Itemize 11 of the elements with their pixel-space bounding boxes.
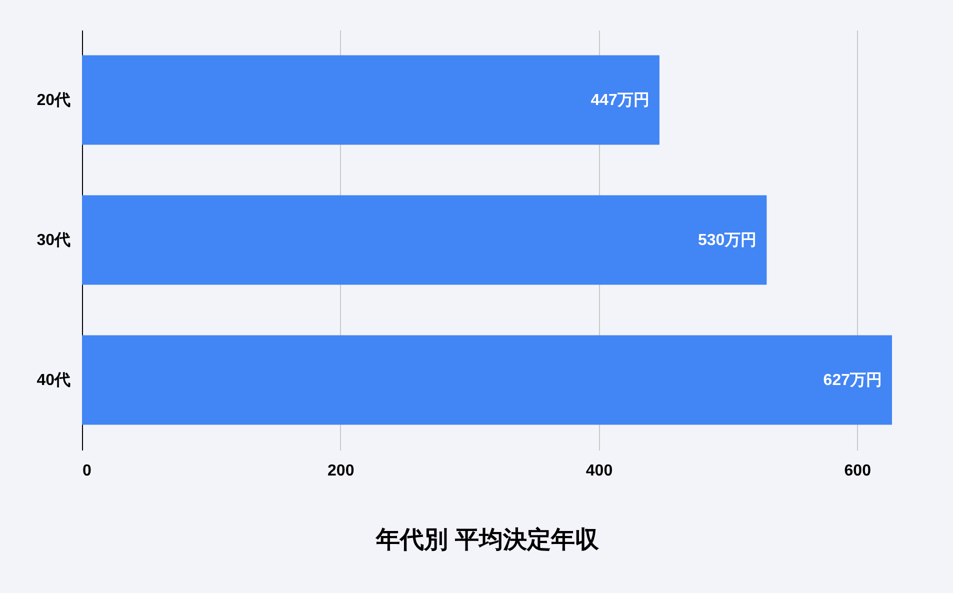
y-tick-label: 20代 [36,91,70,109]
x-tick-label: 0 [82,462,92,480]
data-label: 627万円 [823,372,882,389]
x-tick-label: 400 [586,462,613,480]
x-tick-label: 200 [328,462,354,480]
y-tick-label: 40代 [36,371,70,389]
y-tick-label: 30代 [36,231,70,249]
x-tick-label: 600 [844,462,872,480]
data-label: 530万円 [698,232,757,249]
data-label: 447万円 [590,92,650,109]
x-axis-title: 年代別 平均決定年収 [375,526,600,554]
